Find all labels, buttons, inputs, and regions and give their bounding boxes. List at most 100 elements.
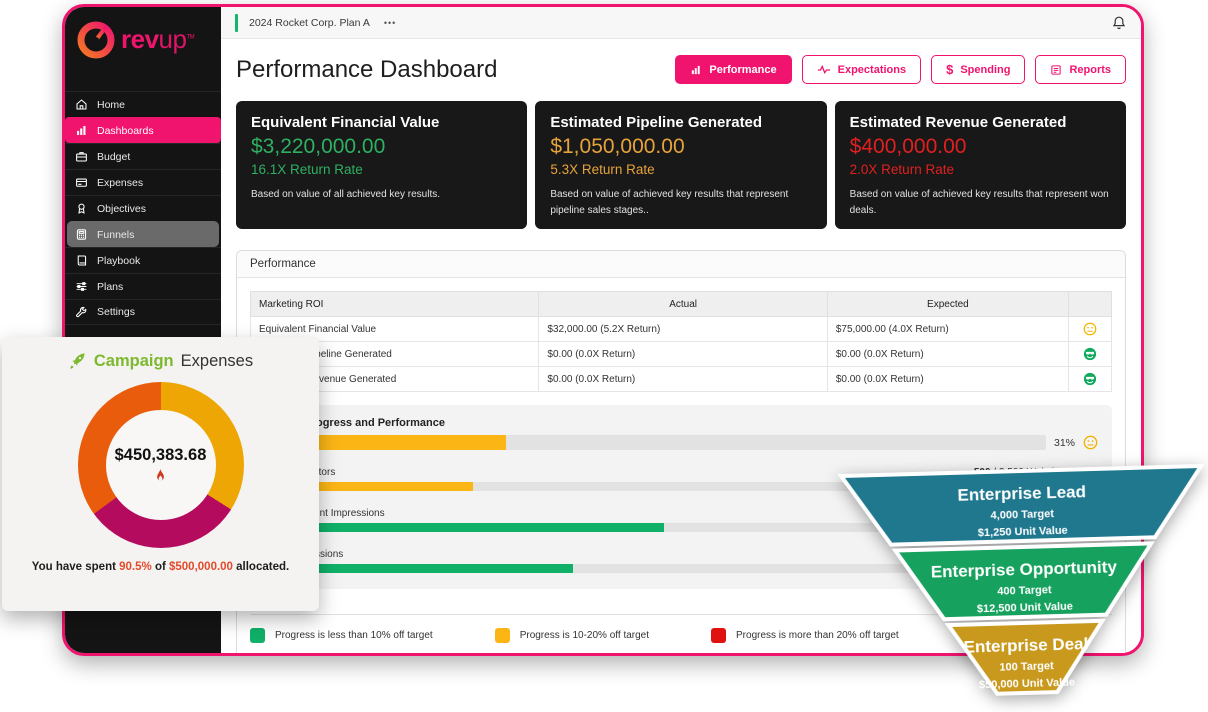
stat-card-pipeline: Estimated Pipeline Generated $1,050,000.… xyxy=(535,101,827,229)
mood-happy-icon xyxy=(1083,347,1097,361)
legend-item-red: Progress is more than 20% off target xyxy=(711,628,899,643)
sidebar-item-label: Funnels xyxy=(97,228,135,241)
topbar: 2024 Rocket Corp. Plan A ••• xyxy=(221,7,1141,39)
sidebar-item-label: Home xyxy=(97,98,126,111)
legend-item-green: Progress is less than 10% off target xyxy=(250,628,433,643)
cell-expected: $0.00 (0.0X Return) xyxy=(826,366,1069,392)
sidebar-item-home[interactable]: Home xyxy=(65,91,221,117)
footer-text: allocated. xyxy=(232,561,290,573)
footer-text: of xyxy=(151,561,169,573)
sidebar-nav: Home Dashboards Budget Expenses Objectiv… xyxy=(65,91,221,325)
tab-label: Performance xyxy=(709,63,777,76)
stat-value: $1,050,000.00 xyxy=(550,135,685,158)
legend-chip-red xyxy=(711,628,727,643)
stat-rate: 2.0X Return Rate xyxy=(849,162,954,177)
campaign-expenses-title: Campaign Expenses xyxy=(2,352,319,371)
table-row: Equivalent Financial Value $32,000.00 (5… xyxy=(249,316,1113,342)
wrench-icon xyxy=(76,306,87,317)
stat-card-revenue: Estimated Revenue Generated $400,000.00 … xyxy=(834,101,1126,229)
funnel-stage-lead xyxy=(837,463,1205,547)
funnel-stage-deal xyxy=(944,618,1106,696)
title-accent: Campaign xyxy=(93,352,174,370)
badge-icon xyxy=(78,203,85,214)
plan-overflow-menu[interactable]: ••• xyxy=(383,17,397,28)
funnel-stage-unit-value: $1,250 Unit Value xyxy=(978,525,1068,540)
tab-label: Spending xyxy=(960,63,1011,76)
cell-actual: $32,000.00 (5.2X Return) xyxy=(538,316,828,342)
spent-percent: 90.5% xyxy=(119,561,152,573)
column-header-metric: Marketing ROI xyxy=(249,291,540,317)
mood-happy-icon xyxy=(1083,372,1097,386)
cell-actual: $0.00 (0.0X Return) xyxy=(538,341,828,367)
column-header-expected: Expected xyxy=(826,291,1069,317)
allocated-amount: $500,000.00 xyxy=(169,561,233,573)
column-header-mood xyxy=(1067,291,1113,317)
dashboard-tabs: Performance Expectations $ Spending Repo… xyxy=(675,55,1126,84)
campaign-expenses-card: Campaign Expenses $450,383.68 You have s… xyxy=(2,337,319,611)
cell-expected: $75,000.00 (4.0X Return) xyxy=(826,316,1069,342)
flame-icon xyxy=(157,468,164,481)
gauge-logo-icon xyxy=(77,21,115,59)
pulse-icon xyxy=(817,64,830,74)
tab-spending[interactable]: $ Spending xyxy=(931,55,1026,84)
tab-expectations[interactable]: Expectations xyxy=(801,55,922,84)
funnel-stage-opportunity xyxy=(891,541,1155,622)
stat-cards: Equivalent Financial Value $3,220,000.00… xyxy=(236,101,1126,229)
sidebar-item-dashboards[interactable]: Dashboards xyxy=(65,117,221,143)
sidebar-item-objectives[interactable]: Objectives xyxy=(65,195,221,221)
donut-center: $450,383.68 xyxy=(105,410,216,520)
marketing-roi-table: Marketing ROI Actual Expected Equivalent… xyxy=(249,291,1113,392)
sidebar-item-settings[interactable]: Settings xyxy=(65,299,221,325)
briefcase-icon xyxy=(76,152,87,162)
tab-label: Expectations xyxy=(837,63,907,76)
column-header-actual: Actual xyxy=(538,291,828,317)
sidebar-item-label: Budget xyxy=(97,150,131,163)
progress-legend: Progress is less than 10% off target Pro… xyxy=(250,614,1112,653)
stat-rate: 5.3X Return Rate xyxy=(550,162,655,177)
progress-row-advertisement-impressions: Advertisement Impressions xyxy=(264,508,1098,532)
sidebar-item-label: Settings xyxy=(97,306,135,318)
progress-label: Advertisement Impressions xyxy=(264,508,385,519)
tab-performance[interactable]: Performance xyxy=(675,55,792,84)
main-area: 2024 Rocket Corp. Plan A ••• Performance… xyxy=(221,7,1141,653)
panel-header: Performance xyxy=(237,251,1125,278)
brand-logo: revupTM xyxy=(65,7,221,73)
stat-card-financial-value: Equivalent Financial Value $3,220,000.00… xyxy=(236,101,528,229)
mood-neutral-icon xyxy=(1083,435,1098,450)
overall-progress-label: 31% xyxy=(1053,436,1075,449)
sidebar-item-funnels[interactable]: Funnels xyxy=(67,221,219,247)
tab-reports[interactable]: Reports xyxy=(1035,55,1126,84)
sidebar-item-budget[interactable]: Budget xyxy=(65,143,221,169)
notifications-bell-icon[interactable] xyxy=(1111,15,1127,31)
brand-tm: TM xyxy=(186,34,195,41)
sidebar-item-label: Expenses xyxy=(97,176,144,189)
book-icon xyxy=(77,255,87,266)
progress-heading: Overall Progress and Performance xyxy=(264,417,445,429)
stat-description: Based on value of achieved key results t… xyxy=(849,189,1109,216)
page-title: Performance Dashboard xyxy=(236,55,498,83)
progress-bar xyxy=(264,482,1098,491)
brand-word-light: up xyxy=(158,24,187,54)
legend-chip-yellow xyxy=(494,628,510,643)
sidebar-item-plans[interactable]: Plans xyxy=(65,273,221,299)
stat-description: Based on value of achieved key results t… xyxy=(550,189,789,216)
dollar-icon: $ xyxy=(946,62,954,77)
sidebar-item-label: Playbook xyxy=(97,254,141,267)
sidebar-item-playbook[interactable]: Playbook xyxy=(65,247,221,273)
legend-label: Progress is less than 10% off target xyxy=(275,630,433,641)
bar-chart-icon xyxy=(77,126,86,135)
plan-tab[interactable]: 2024 Rocket Corp. Plan A xyxy=(249,16,370,29)
funnel-stage-unit-value: $12,500 Unit Value xyxy=(977,601,1073,616)
tab-label: Reports xyxy=(1069,63,1111,76)
footer-text: You have spent xyxy=(31,561,120,573)
sidebar-item-expenses[interactable]: Expenses xyxy=(65,169,221,195)
donut-center-value: $450,383.68 xyxy=(114,445,207,464)
sidebar-item-label: Dashboards xyxy=(97,124,154,137)
funnel-stage-target: 100 Target xyxy=(999,660,1054,674)
stat-rate: 16.1X Return Rate xyxy=(251,162,363,177)
funnel-stage-target: 4,000 Target xyxy=(990,508,1054,522)
sidebar-item-label: Objectives xyxy=(97,202,147,215)
calculator-icon xyxy=(76,229,87,240)
brand-word-bold: rev xyxy=(121,24,159,54)
progress-bar xyxy=(264,564,1098,573)
